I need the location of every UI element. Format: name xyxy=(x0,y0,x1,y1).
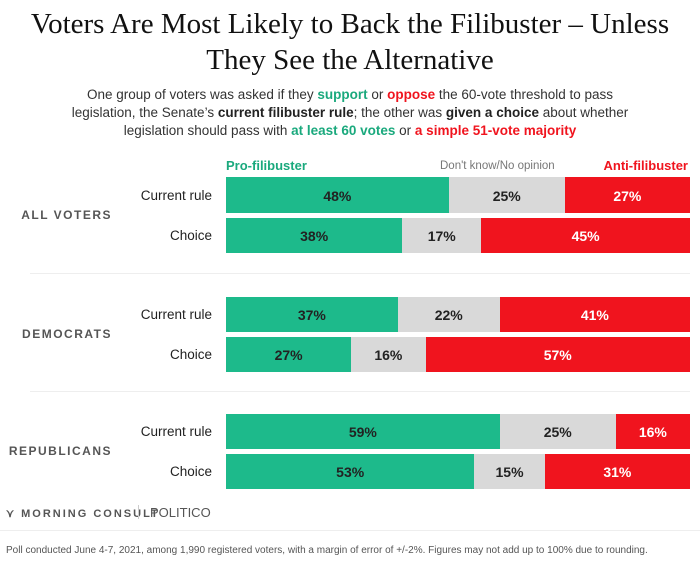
bar-anti: 16% xyxy=(615,414,690,449)
bar-pro: 59% xyxy=(226,414,500,449)
footer-divider xyxy=(0,530,700,531)
group-divider xyxy=(30,391,690,392)
legend-dont-know: Don't know/No opinion xyxy=(440,160,555,172)
chart-subtitle: One group of voters was asked if they su… xyxy=(60,86,640,140)
bar-pro: 53% xyxy=(226,454,475,489)
row-label: Choice xyxy=(169,228,212,243)
row-label: Current rule xyxy=(140,307,212,322)
bar-pro: 27% xyxy=(226,337,352,372)
bar-dont-know: 16% xyxy=(351,337,426,372)
chart-title: Voters Are Most Likely to Back the Filib… xyxy=(30,8,670,76)
bar-pro: 38% xyxy=(226,218,403,253)
legend-pro: Pro-filibuster xyxy=(226,158,307,173)
row-label: Current rule xyxy=(140,188,212,203)
subtitle-part: at least 60 votes xyxy=(291,123,396,138)
subtitle-part: oppose xyxy=(387,87,436,102)
bar-anti: 31% xyxy=(544,454,690,489)
bar-pro: 37% xyxy=(226,297,398,332)
subtitle-part: current filibuster rule xyxy=(217,105,354,120)
row-label: Choice xyxy=(169,464,212,479)
legend-anti: Anti-filibuster xyxy=(603,158,689,173)
group-label: DEMOCRATS xyxy=(22,327,112,341)
subtitle-part: the 60-vote threshold to pass legislatio… xyxy=(71,87,614,120)
bar-anti: 27% xyxy=(564,178,690,213)
bar-anti: 57% xyxy=(425,337,690,372)
group-label: REPUBLICANS xyxy=(8,444,112,458)
bar-anti: 41% xyxy=(499,297,690,332)
bar-anti: 45% xyxy=(481,218,690,253)
subtitle-part: ; the other was xyxy=(353,105,446,120)
bar-pro: 48% xyxy=(226,178,449,213)
subtitle-part: One group of voters was asked if they xyxy=(86,87,318,102)
group-divider xyxy=(30,273,690,274)
morning-consult-logo: ⋎ MORNING CONSULT xyxy=(6,508,160,520)
bar-dont-know: 25% xyxy=(448,178,565,213)
subtitle-part: given a choice xyxy=(445,105,539,120)
subtitle-part: or xyxy=(367,87,388,102)
subtitle-part: support xyxy=(317,87,368,102)
row-label: Choice xyxy=(169,347,212,362)
row-label: Current rule xyxy=(140,424,212,439)
logo-separator xyxy=(138,505,139,519)
subtitle-part: or xyxy=(395,123,415,138)
group-label: ALL VOTERS xyxy=(21,208,112,222)
bar-dont-know: 15% xyxy=(474,454,545,489)
bar-dont-know: 17% xyxy=(402,218,482,253)
subtitle-part: a simple 51-vote majority xyxy=(414,123,577,138)
footnote: Poll conducted June 4-7, 2021, among 1,9… xyxy=(6,545,648,556)
bar-dont-know: 25% xyxy=(499,414,616,449)
bar-dont-know: 22% xyxy=(397,297,500,332)
subtitle-part: about whether legislation should pass wi… xyxy=(123,105,629,138)
politico-logo: POLITICO xyxy=(150,505,211,520)
